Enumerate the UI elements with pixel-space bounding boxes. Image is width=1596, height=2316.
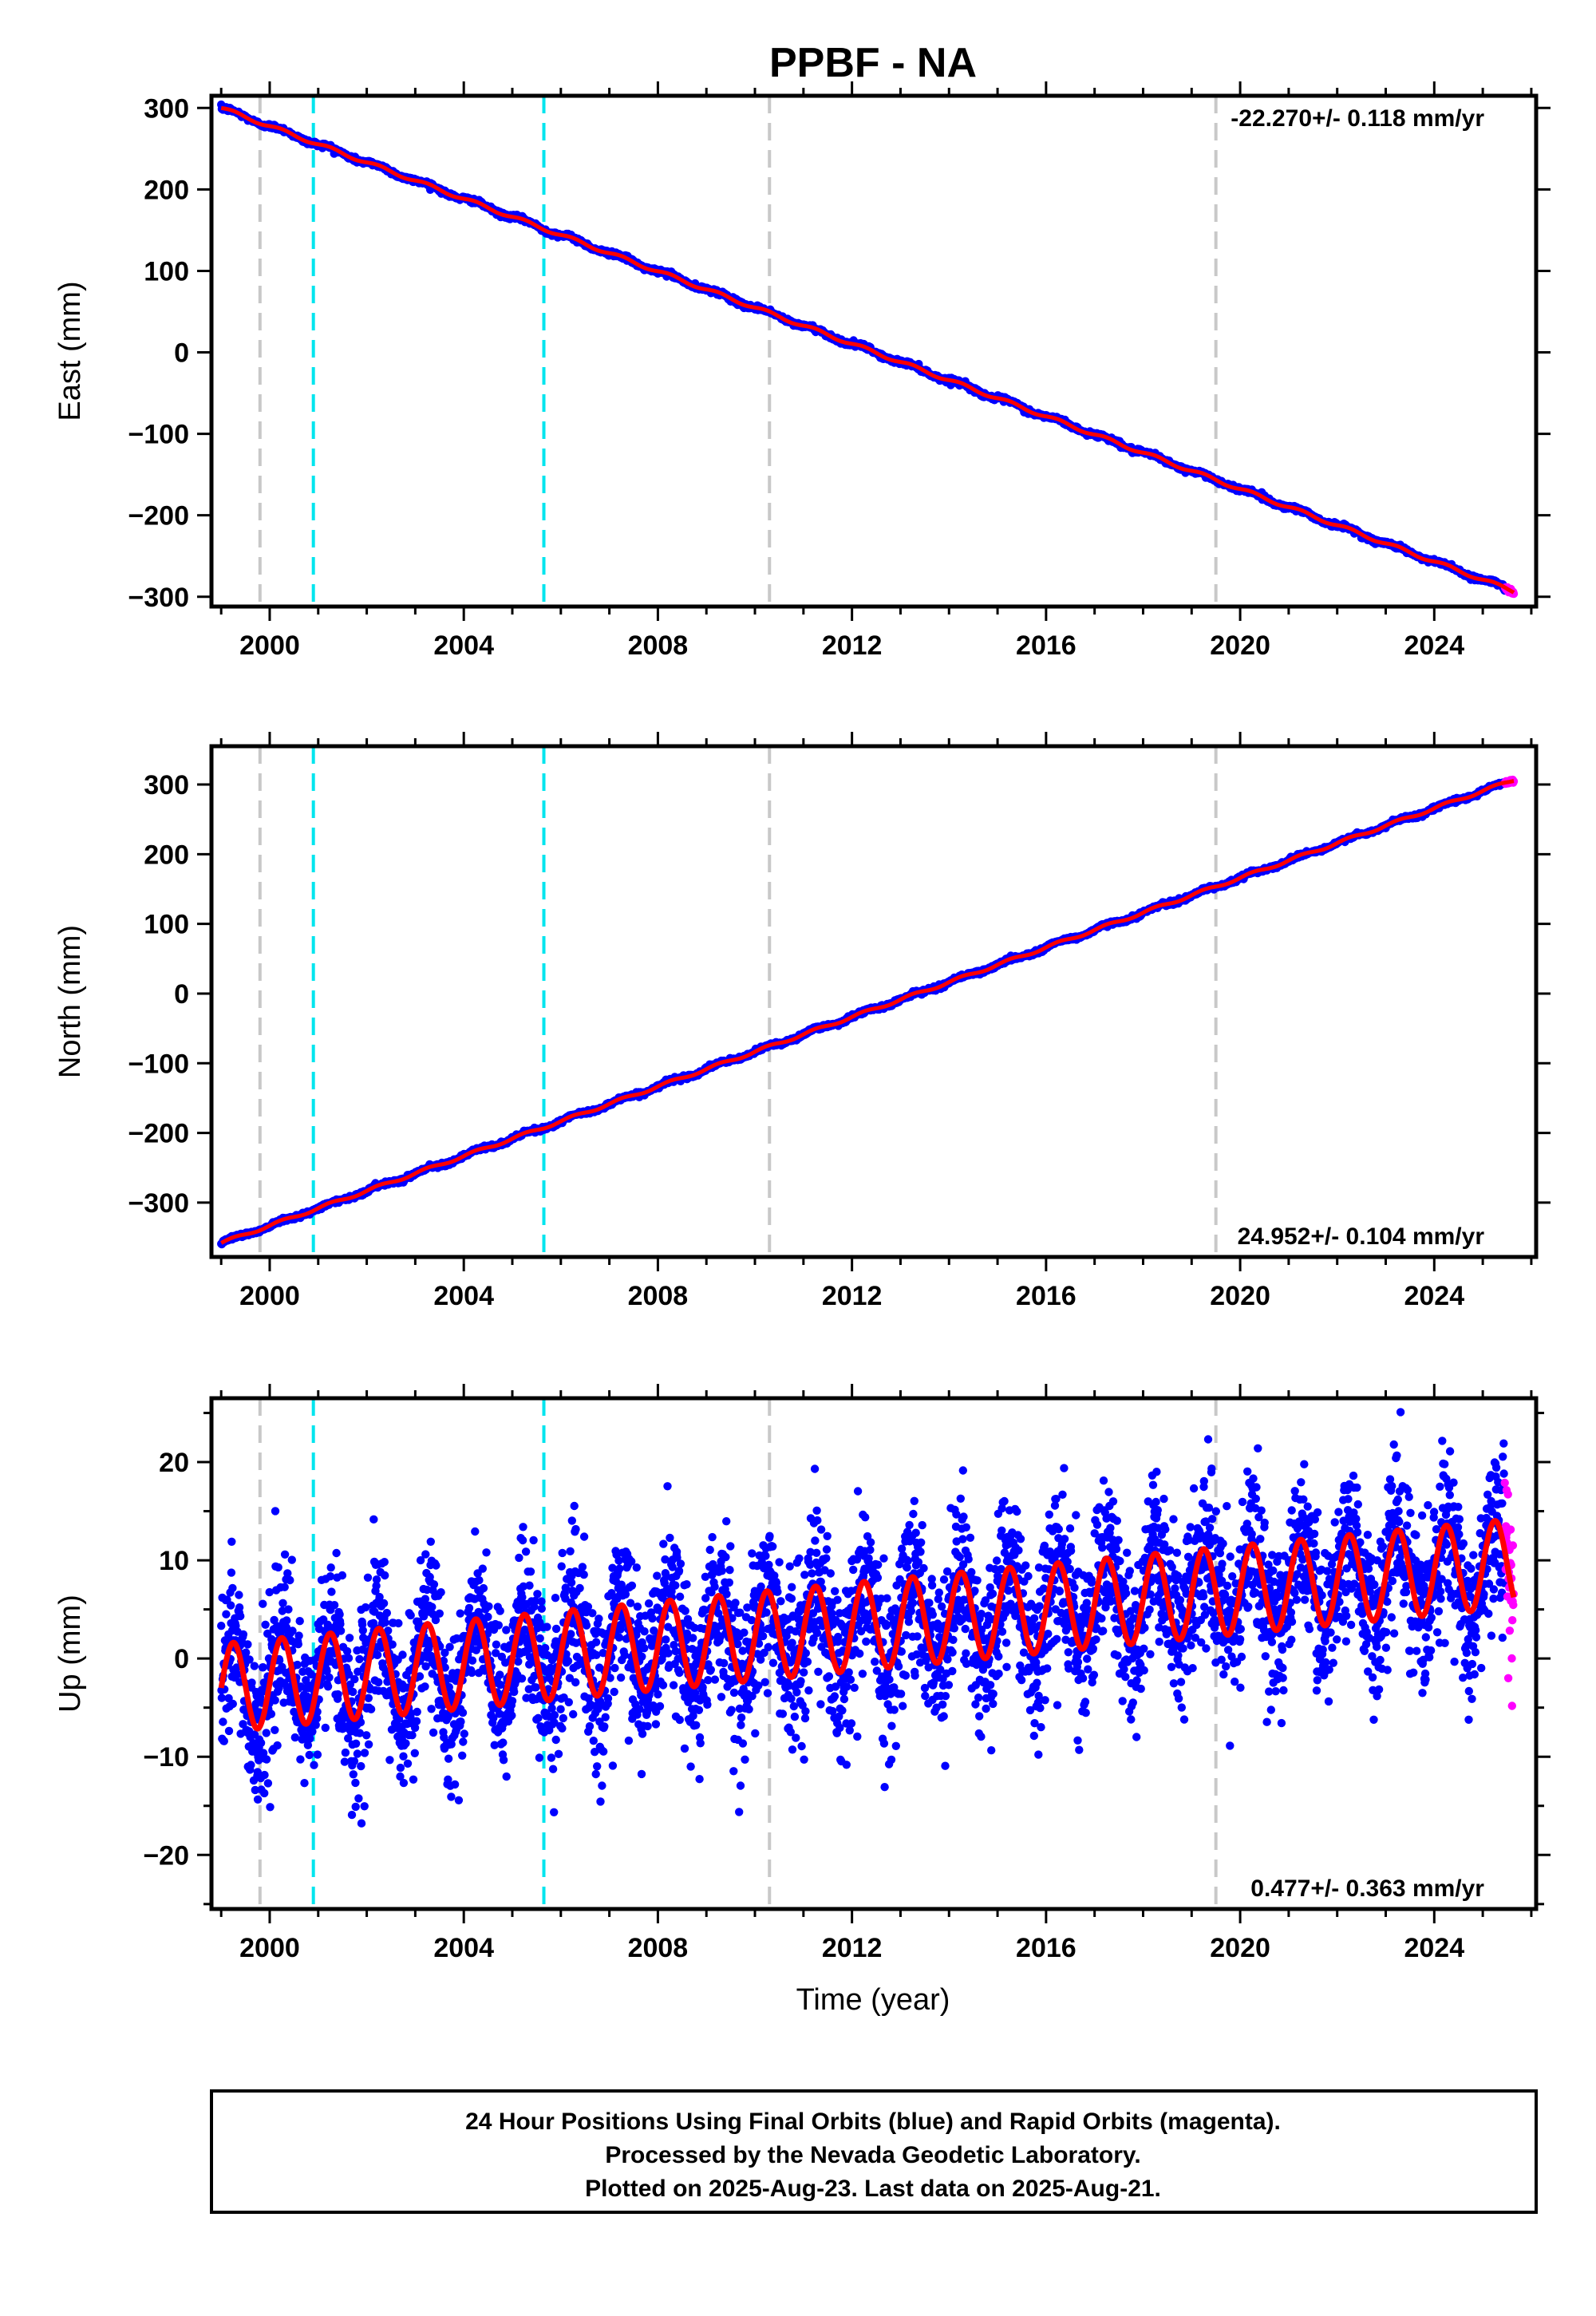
y-tick-label: 200 bbox=[144, 175, 189, 205]
final-orbit-point bbox=[261, 1620, 270, 1630]
final-orbit-point bbox=[250, 1662, 259, 1670]
final-orbit-point bbox=[260, 1770, 269, 1780]
final-orbit-point bbox=[293, 1660, 302, 1670]
final-orbit-point bbox=[228, 1583, 237, 1593]
east-panel: 2000 2004 2008 2012 2016 2020 2024 300 200 100 0 −1… bbox=[53, 81, 1551, 661]
final-orbit-point bbox=[263, 1779, 273, 1788]
final-orbit-point bbox=[243, 1640, 252, 1649]
x-tick-label: 2012 bbox=[822, 630, 883, 661]
final-orbit-point bbox=[224, 1726, 234, 1736]
north-rate-text: 24.952+/- 0.104 mm/yr bbox=[1238, 1223, 1485, 1250]
final-orbit-point bbox=[235, 1591, 243, 1599]
final-orbit-point bbox=[259, 1599, 267, 1608]
final-orbit-point bbox=[290, 1733, 299, 1742]
x-tick-label: 2004 bbox=[433, 630, 494, 661]
final-orbit-point bbox=[227, 1568, 236, 1577]
final-orbit-point bbox=[256, 1738, 266, 1748]
final-orbit-point bbox=[217, 1622, 226, 1630]
final-orbit-point bbox=[280, 1550, 290, 1559]
y-tick-label: −300 bbox=[128, 583, 189, 613]
final-orbit-point bbox=[253, 1795, 263, 1804]
final-orbit-point bbox=[284, 1605, 293, 1614]
y-tick-label: 200 bbox=[144, 840, 189, 870]
final-orbit-point bbox=[296, 1755, 305, 1764]
final-orbit-point bbox=[310, 1761, 318, 1769]
x-tick-label: 2024 bbox=[1404, 1281, 1464, 1311]
y-tick-label: 0 bbox=[174, 338, 189, 369]
final-orbit-point bbox=[227, 1601, 235, 1610]
north-panel: 2000 2004 2008 2012 2016 2020 2024 300 200 100 0 −1… bbox=[53, 732, 1551, 1311]
final-orbit-point bbox=[266, 1803, 275, 1812]
y-tick-label: −100 bbox=[128, 1049, 189, 1079]
final-orbit-point bbox=[239, 1630, 248, 1639]
y-tick-label: 300 bbox=[144, 93, 189, 124]
final-orbit-point bbox=[222, 1610, 231, 1618]
east-rate-text: -22.270+/- 0.118 mm/yr bbox=[1231, 105, 1484, 132]
final-orbit-point bbox=[294, 1631, 303, 1640]
final-orbit-point bbox=[295, 1617, 304, 1626]
final-orbit-point bbox=[236, 1611, 245, 1621]
final-orbit-point bbox=[245, 1655, 254, 1664]
final-orbit-point bbox=[262, 1755, 271, 1764]
x-tick-label: 2016 bbox=[1016, 630, 1077, 661]
final-orbit-point bbox=[247, 1678, 256, 1687]
final-orbit-point bbox=[235, 1603, 244, 1612]
final-orbit-point bbox=[227, 1537, 236, 1547]
y-tick-label: 100 bbox=[144, 910, 189, 940]
final-orbit-point bbox=[294, 1640, 302, 1649]
x-tick-label: 2004 bbox=[433, 1281, 494, 1311]
x-tick-label: 2012 bbox=[822, 1281, 883, 1311]
final-orbit-point bbox=[286, 1575, 294, 1585]
x-tick-label: 2000 bbox=[239, 1281, 300, 1311]
north-model-line bbox=[220, 779, 1515, 1245]
x-tick-label: 2000 bbox=[239, 630, 300, 661]
final-orbit-point bbox=[282, 1616, 291, 1625]
final-orbit-point bbox=[279, 1599, 287, 1608]
final-orbit-point bbox=[262, 1729, 271, 1737]
east-model-line bbox=[220, 105, 1515, 595]
final-orbit-point bbox=[228, 1699, 237, 1709]
north-y-axis-label: North (mm) bbox=[53, 925, 87, 1078]
y-tick-label: 300 bbox=[144, 770, 189, 800]
chart-title: PPBF - NA bbox=[769, 40, 977, 86]
y-tick-label: −200 bbox=[128, 501, 189, 532]
final-orbit-point bbox=[219, 1737, 228, 1745]
east-frame bbox=[209, 93, 1539, 609]
final-orbit-point bbox=[280, 1583, 289, 1591]
y-tick-label: −300 bbox=[128, 1188, 189, 1219]
final-orbit-point bbox=[300, 1779, 309, 1788]
x-tick-label: 2024 bbox=[1404, 630, 1464, 661]
up-panel: 2000 2004 2008 2012 2016 2020 202420100−10−20U… bbox=[53, 1384, 1551, 1963]
x-tick-label: 2020 bbox=[1210, 630, 1270, 661]
final-orbit-point bbox=[273, 1741, 282, 1750]
y-tick-label: 100 bbox=[144, 256, 189, 287]
x-tick-label: 2020 bbox=[1210, 1281, 1270, 1311]
x-tick-label: 2008 bbox=[628, 630, 689, 661]
final-orbit-point bbox=[219, 1717, 227, 1726]
final-orbit-point bbox=[259, 1663, 267, 1672]
final-orbit-point bbox=[260, 1788, 269, 1798]
east-y-axis-label: East (mm) bbox=[53, 281, 87, 421]
x-tick-label: 2016 bbox=[1016, 1281, 1077, 1311]
final-orbit-point bbox=[271, 1725, 279, 1734]
final-orbit-point bbox=[271, 1696, 279, 1705]
final-orbit-point bbox=[305, 1750, 314, 1760]
final-orbit-point bbox=[321, 1723, 330, 1733]
y-tick-label: 0 bbox=[174, 979, 189, 1010]
final-orbit-point bbox=[271, 1507, 280, 1516]
final-orbit-point bbox=[274, 1563, 282, 1572]
final-orbit-point bbox=[313, 1750, 322, 1759]
y-tick-label: −200 bbox=[128, 1119, 189, 1149]
x-tick-label: 2008 bbox=[628, 1281, 689, 1311]
final-orbit-point bbox=[267, 1709, 276, 1718]
final-orbit-point bbox=[287, 1555, 296, 1564]
y-tick-label: −100 bbox=[128, 420, 189, 450]
final-orbit-point bbox=[247, 1761, 255, 1769]
